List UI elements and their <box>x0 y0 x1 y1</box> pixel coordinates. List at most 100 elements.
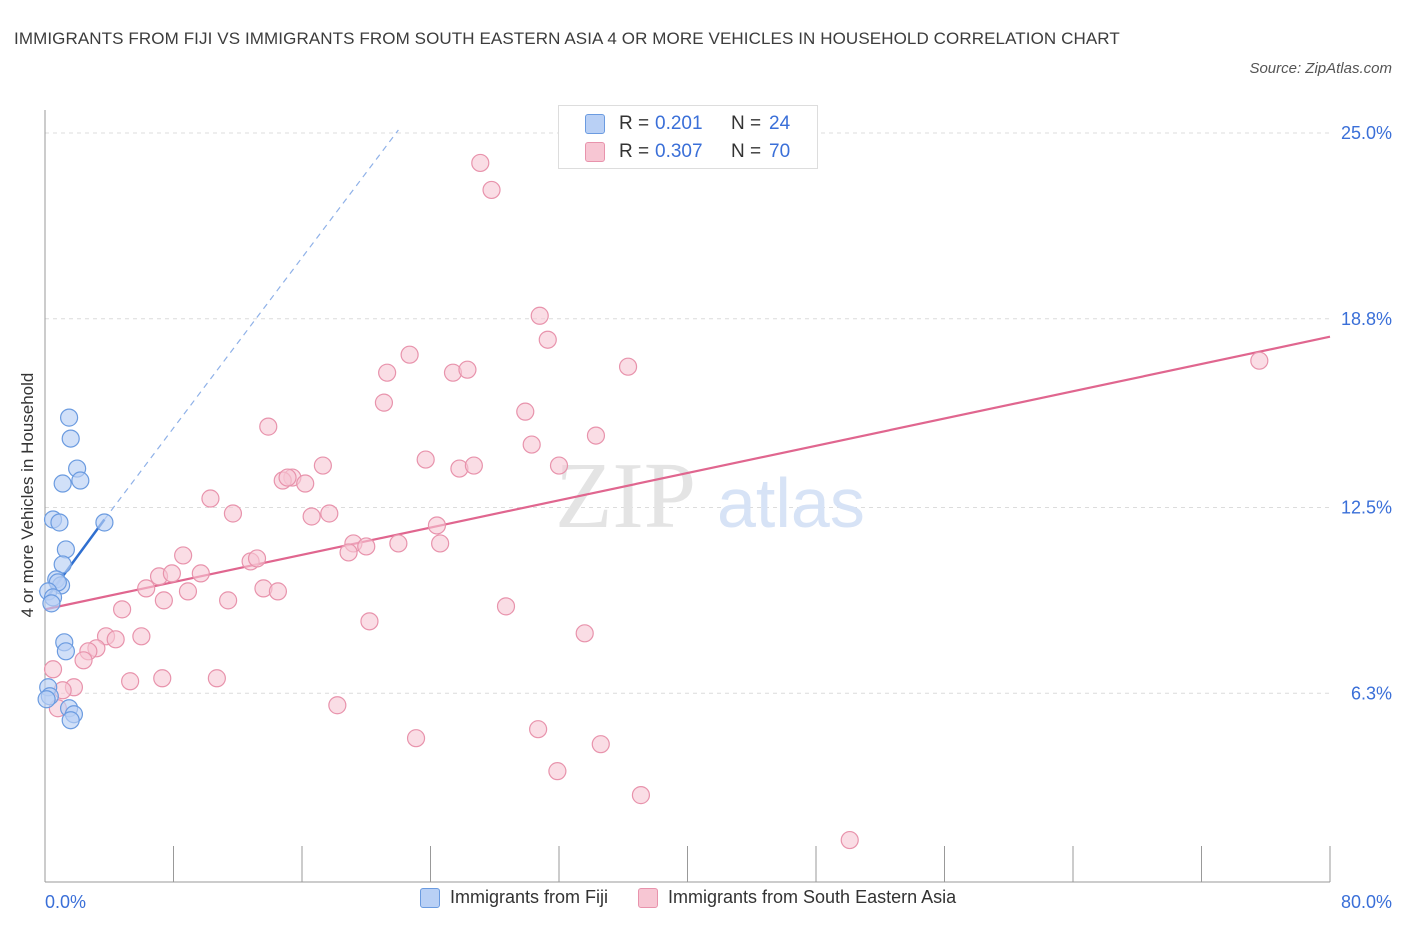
sea-swatch <box>585 142 605 162</box>
data-point-south-eastern-asia <box>530 306 549 325</box>
data-point-south-eastern-asia <box>43 660 63 679</box>
stats-box: R = 0.201 N = 24 R = 0.307 N = 70 <box>558 105 818 169</box>
data-point-south-eastern-asia <box>575 624 594 643</box>
data-point-south-eastern-asia <box>313 456 332 475</box>
data-point-south-eastern-asia <box>268 582 288 601</box>
data-point-south-eastern-asia <box>132 627 151 646</box>
trend-line-fiji-extended <box>103 129 399 520</box>
data-point-south-eastern-asia <box>406 729 426 748</box>
data-point-south-eastern-asia <box>154 591 173 610</box>
data-point-south-eastern-asia <box>74 651 93 670</box>
r-label: R = <box>619 113 650 134</box>
data-point-fiji <box>42 594 61 613</box>
data-point-south-eastern-asia <box>591 735 610 754</box>
data-point-south-eastern-asia <box>357 537 376 556</box>
y-tick-label: 18.8% <box>1341 309 1392 329</box>
data-point-south-eastern-asia <box>278 468 297 487</box>
data-point-south-eastern-asia <box>191 564 210 583</box>
legend-swatch-sea <box>638 887 659 908</box>
data-point-fiji <box>53 555 72 574</box>
data-point-south-eastern-asia <box>549 456 569 475</box>
data-point-south-eastern-asia <box>522 435 541 454</box>
data-point-south-eastern-asia <box>178 582 198 601</box>
data-point-fiji <box>37 690 56 709</box>
y-tick-label: 12.5% <box>1341 498 1392 518</box>
data-point-south-eastern-asia <box>328 696 347 715</box>
data-point-south-eastern-asia <box>458 360 477 379</box>
legend-item-fiji[interactable]: Immigrants from Fiji <box>420 887 608 908</box>
tick-labels: 6.3% 12.5% 18.8% 25.0% 0.0% 80.0% <box>45 123 1392 912</box>
data-point-south-eastern-asia <box>529 720 548 739</box>
legend-swatch-fiji <box>420 887 440 908</box>
data-point-south-eastern-asia <box>378 363 397 382</box>
n-value: 24 <box>769 113 791 134</box>
legend-label-sea: Immigrants from South Eastern Asia <box>668 887 957 907</box>
source-label: Source: ZipAtlas.com <box>1249 60 1392 77</box>
x-tick-label-max: 80.0% <box>1341 892 1392 912</box>
data-point-south-eastern-asia <box>137 579 156 598</box>
legend-item-sea[interactable]: Immigrants from South Eastern Asia <box>638 887 956 908</box>
grid-lines <box>45 132 1330 694</box>
stats-row-fiji: R = 0.201 N = 24 <box>585 110 790 138</box>
r-value: 0.201 <box>655 113 703 134</box>
y-tick-label: 25.0% <box>1341 123 1392 143</box>
data-point-fiji <box>95 513 114 532</box>
data-point-fiji <box>56 642 75 661</box>
axes <box>44 110 1331 883</box>
n-value: 70 <box>769 141 791 162</box>
data-point-south-eastern-asia <box>162 564 181 583</box>
data-point-south-eastern-asia <box>121 672 140 691</box>
r-label: R = <box>619 141 650 162</box>
y-tick-label: 6.3% <box>1351 683 1392 703</box>
data-point-fiji <box>56 540 75 559</box>
data-point-south-eastern-asia <box>153 669 172 688</box>
data-point-south-eastern-asia <box>106 630 125 649</box>
data-point-south-eastern-asia <box>1250 351 1269 370</box>
data-point-south-eastern-asia <box>374 393 394 412</box>
data-point-south-eastern-asia <box>548 762 567 781</box>
data-point-south-eastern-asia <box>259 417 278 436</box>
data-point-south-eastern-asia <box>320 504 339 523</box>
legend: Immigrants from Fiji Immigrants from Sou… <box>420 887 956 908</box>
data-point-south-eastern-asia <box>840 830 859 850</box>
data-point-south-eastern-asia <box>219 591 238 610</box>
series-fiji-points <box>37 408 114 730</box>
data-point-fiji <box>59 408 79 427</box>
data-point-south-eastern-asia <box>201 489 220 508</box>
data-point-south-eastern-asia <box>112 600 132 619</box>
data-point-south-eastern-asia <box>431 534 450 553</box>
data-point-south-eastern-asia <box>389 534 408 553</box>
data-point-south-eastern-asia <box>471 153 490 173</box>
data-point-south-eastern-asia <box>631 786 651 805</box>
data-point-south-eastern-asia <box>207 669 226 688</box>
data-point-south-eastern-asia <box>538 330 557 349</box>
n-label: N = <box>731 113 762 134</box>
data-point-fiji <box>50 513 69 532</box>
data-point-south-eastern-asia <box>496 597 516 616</box>
data-point-south-eastern-asia <box>618 357 638 376</box>
trend-line-south-eastern-asia <box>44 335 1331 611</box>
data-point-south-eastern-asia <box>339 543 358 562</box>
data-point-south-eastern-asia <box>247 549 267 568</box>
data-point-south-eastern-asia <box>360 612 379 631</box>
series-south-eastern-asia-points <box>43 153 1269 850</box>
watermark-atlas: atlas <box>717 464 865 542</box>
data-point-south-eastern-asia <box>400 345 419 364</box>
data-point-south-eastern-asia <box>516 402 535 421</box>
r-value: 0.307 <box>655 141 703 162</box>
stats-row-sea: R = 0.307 N = 70 <box>585 138 790 166</box>
data-point-south-eastern-asia <box>427 516 447 535</box>
n-label: N = <box>731 141 762 162</box>
data-point-south-eastern-asia <box>296 474 315 493</box>
data-point-south-eastern-asia <box>586 426 606 445</box>
data-point-south-eastern-asia <box>482 180 501 200</box>
data-point-fiji <box>61 429 80 448</box>
data-point-fiji <box>61 711 80 730</box>
x-tick-label-min: 0.0% <box>45 892 86 912</box>
data-point-south-eastern-asia <box>223 504 243 523</box>
data-point-fiji <box>71 471 90 490</box>
data-point-south-eastern-asia <box>416 450 435 469</box>
data-point-south-eastern-asia <box>174 546 193 565</box>
legend-label-fiji: Immigrants from Fiji <box>450 887 609 907</box>
